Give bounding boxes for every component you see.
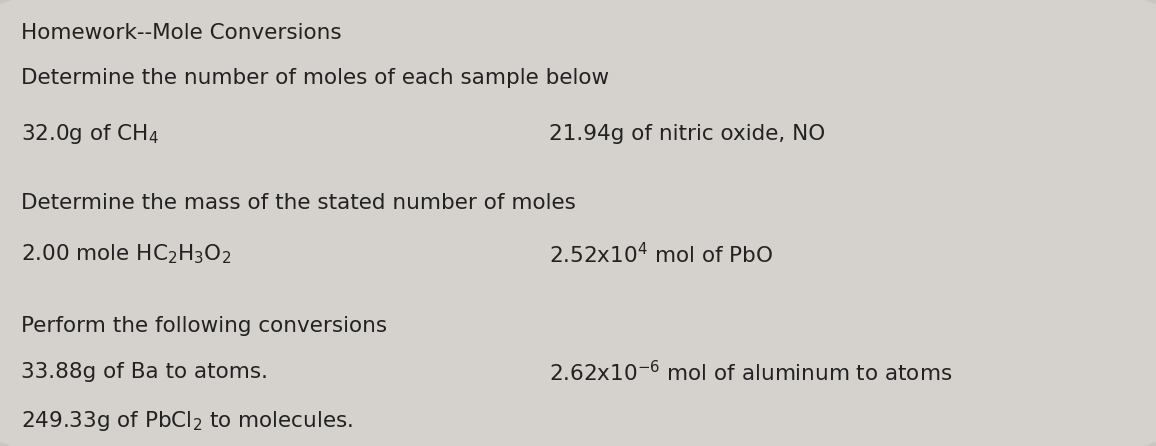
Text: Homework--Mole Conversions: Homework--Mole Conversions [21,24,341,43]
Text: Determine the number of moles of each sample below: Determine the number of moles of each sa… [21,68,609,88]
Text: 33.88g of Ba to atoms.: 33.88g of Ba to atoms. [21,363,268,382]
Text: Determine the mass of the stated number of moles: Determine the mass of the stated number … [21,193,576,213]
Text: 2.52x10$^4$ mol of PbO: 2.52x10$^4$ mol of PbO [549,242,773,267]
Text: 2.62x10$^{-6}$ mol of aluminum to atoms: 2.62x10$^{-6}$ mol of aluminum to atoms [549,360,953,385]
Text: 32.0g of CH$_4$: 32.0g of CH$_4$ [21,122,158,146]
Text: 2.00 mole HC$_2$H$_3$O$_2$: 2.00 mole HC$_2$H$_3$O$_2$ [21,243,231,266]
Text: 249.33g of PbCl$_2$ to molecules.: 249.33g of PbCl$_2$ to molecules. [21,409,353,434]
Text: 21.94g of nitric oxide, NO: 21.94g of nitric oxide, NO [549,124,825,144]
Text: Perform the following conversions: Perform the following conversions [21,316,387,335]
